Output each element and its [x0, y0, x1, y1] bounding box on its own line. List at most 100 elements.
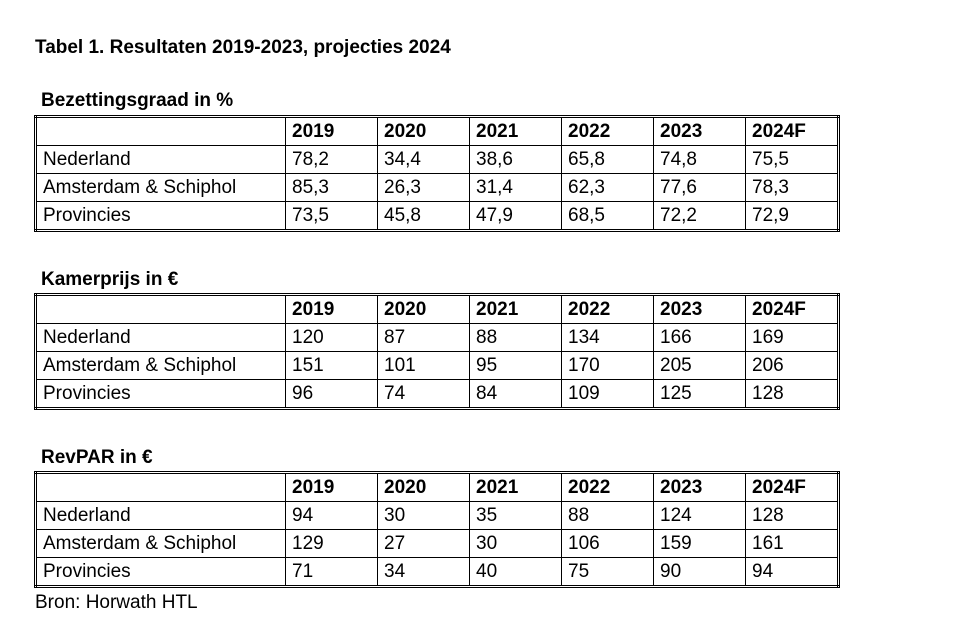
cell: 78,2: [285, 145, 378, 174]
cell: 40: [469, 557, 562, 587]
cell: 206: [745, 351, 839, 380]
cell: 75: [561, 557, 654, 587]
cell: 96: [285, 379, 378, 409]
column-header: 2020: [377, 294, 470, 324]
table-heading: Bezettingsgraad in %: [41, 90, 234, 111]
cell: 95: [469, 351, 562, 380]
header-row: 2019 2020 2021 2022 2023 2024F: [35, 294, 839, 324]
data-row: Provincies 73,5 45,8 47,9 68,5 72,2 72,9: [35, 201, 839, 231]
cell: 166: [653, 323, 746, 352]
cell: 38,6: [469, 145, 562, 174]
cell: 128: [745, 501, 839, 530]
column-header: 2024F: [745, 116, 839, 146]
cell: 134: [561, 323, 654, 352]
cell: 47,9: [469, 201, 562, 231]
cell: 120: [285, 323, 378, 352]
cell: 106: [561, 529, 654, 558]
column-header: 2019: [285, 294, 378, 324]
column-header: 2021: [469, 116, 562, 146]
cell: 159: [653, 529, 746, 558]
cell: 62,3: [561, 173, 654, 202]
table-heading: Kamerprijs in €: [41, 269, 179, 290]
column-header: 2019: [285, 116, 378, 146]
column-header: 2021: [469, 472, 562, 502]
row-label: Provincies: [35, 379, 286, 409]
cell: 73,5: [285, 201, 378, 231]
column-header: 2024F: [745, 294, 839, 324]
data-row: Nederland 120 87 88 134 166 169: [35, 323, 839, 352]
cell: 85,3: [285, 173, 378, 202]
cell: 101: [377, 351, 470, 380]
column-header: 2022: [561, 116, 654, 146]
cell: 34,4: [377, 145, 470, 174]
cell: 35: [469, 501, 562, 530]
cell: 71: [285, 557, 378, 587]
row-label: Amsterdam & Schiphol: [35, 173, 286, 202]
cell: 30: [469, 529, 562, 558]
cell: 26,3: [377, 173, 470, 202]
cell: 94: [745, 557, 839, 587]
cell: 129: [285, 529, 378, 558]
data-row: Nederland 94 30 35 88 124 128: [35, 501, 839, 530]
cell: 77,6: [653, 173, 746, 202]
cell: 161: [745, 529, 839, 558]
column-header: 2022: [561, 294, 654, 324]
cell: 109: [561, 379, 654, 409]
data-table: 2019 2020 2021 2022 2023 2024F Nederland 78,2 34…: [34, 115, 840, 232]
column-header: 2024F: [745, 472, 839, 502]
cell: 72,2: [653, 201, 746, 231]
data-row: Amsterdam & Schiphol 151 101 95 170 205 206: [35, 351, 839, 380]
cell: 30: [377, 501, 470, 530]
cell: 205: [653, 351, 746, 380]
cell: 31,4: [469, 173, 562, 202]
cell: 88: [561, 501, 654, 530]
cell: 94: [285, 501, 378, 530]
cell: 65,8: [561, 145, 654, 174]
column-header: 2023: [653, 294, 746, 324]
cell: 84: [469, 379, 562, 409]
cell: 75,5: [745, 145, 839, 174]
column-header: 2020: [377, 472, 470, 502]
row-label: Amsterdam & Schiphol: [35, 351, 286, 380]
cell: 90: [653, 557, 746, 587]
header-row: 2019 2020 2021 2022 2023 2024F: [35, 472, 839, 502]
cell: 34: [377, 557, 470, 587]
row-label: Amsterdam & Schiphol: [35, 529, 286, 558]
row-label: Nederland: [35, 501, 286, 530]
title: Tabel 1. Resultaten 2019-2023, projectie…: [35, 37, 451, 58]
corner-cell: [35, 294, 286, 324]
table-heading: RevPAR in €: [41, 447, 153, 468]
data-row: Nederland 78,2 34,4 38,6 65,8 74,8 75,5: [35, 145, 839, 174]
cell: 124: [653, 501, 746, 530]
column-header: 2023: [653, 472, 746, 502]
column-header: 2019: [285, 472, 378, 502]
column-header: 2022: [561, 472, 654, 502]
cell: 125: [653, 379, 746, 409]
data-row: Amsterdam & Schiphol 129 27 30 106 159 161: [35, 529, 839, 558]
data-row: Provincies 71 34 40 75 90 94: [35, 557, 839, 587]
cell: 74: [377, 379, 470, 409]
row-label: Nederland: [35, 145, 286, 174]
data-row: Amsterdam & Schiphol 85,3 26,3 31,4 62,3 77,6…: [35, 173, 839, 202]
source: Bron: Horwath HTL: [35, 592, 198, 613]
cell: 87: [377, 323, 470, 352]
cell: 78,3: [745, 173, 839, 202]
corner-cell: [35, 116, 286, 146]
column-header: 2021: [469, 294, 562, 324]
cell: 72,9: [745, 201, 839, 231]
row-label: Provincies: [35, 201, 286, 231]
cell: 74,8: [653, 145, 746, 174]
cell: 27: [377, 529, 470, 558]
header-row: 2019 2020 2021 2022 2023 2024F: [35, 116, 839, 146]
data-table: 2019 2020 2021 2022 2023 2024F Nederland 120 87 8…: [34, 293, 840, 410]
row-label: Nederland: [35, 323, 286, 352]
column-header: 2023: [653, 116, 746, 146]
data-row: Provincies 96 74 84 109 125 128: [35, 379, 839, 409]
cell: 88: [469, 323, 562, 352]
corner-cell: [35, 472, 286, 502]
cell: 170: [561, 351, 654, 380]
cell: 45,8: [377, 201, 470, 231]
column-header: 2020: [377, 116, 470, 146]
data-table: 2019 2020 2021 2022 2023 2024F Nederland 94 30 35…: [34, 471, 840, 588]
